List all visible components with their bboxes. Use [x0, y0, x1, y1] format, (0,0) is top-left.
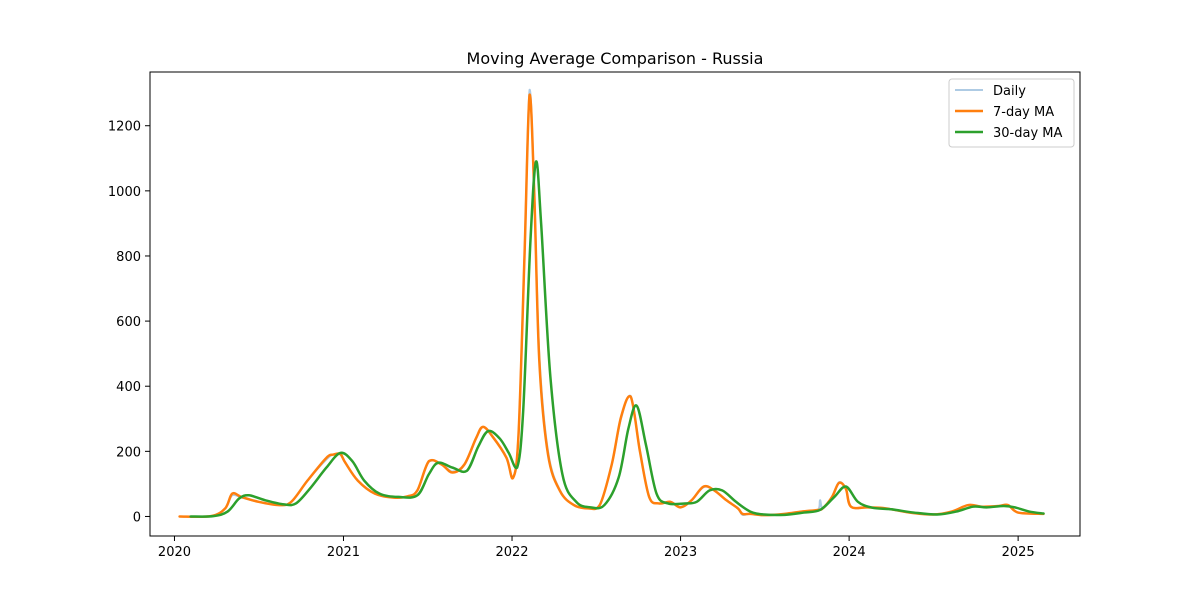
- x-tick-label: 2021: [327, 545, 360, 560]
- x-tick-label: 2024: [833, 545, 866, 560]
- y-tick-label: 1200: [108, 120, 141, 135]
- x-tick-label: 2025: [1002, 545, 1035, 560]
- plot-frame: [149, 71, 1081, 537]
- y-tick-label: 0: [133, 510, 141, 525]
- chart-title: Moving Average Comparison - Russia: [467, 49, 764, 68]
- x-tick-label: 2020: [158, 545, 191, 560]
- legend: Daily 7-day MA 30-day MA: [948, 78, 1075, 148]
- series-line-30-day-ma: [189, 160, 1045, 518]
- legend-box: [948, 78, 1075, 148]
- legend-label-7-day-ma: 7-day MA: [993, 105, 1054, 120]
- x-tick-label: 2023: [664, 545, 697, 560]
- y-tick-label: 400: [116, 380, 141, 395]
- y-tick-label: 800: [116, 250, 141, 265]
- y-tick-label: 600: [116, 315, 141, 330]
- legend-label-daily: Daily: [993, 84, 1026, 99]
- legend-label-30-day-ma: 30-day MA: [993, 126, 1062, 141]
- y-tick-label: 1000: [108, 185, 141, 200]
- series-layer: [178, 88, 1045, 519]
- x-tick-label: 2022: [495, 545, 528, 560]
- axis-layer: 2020 2021 2022 2023 2024 2025 0 200 400 600 800 100…: [108, 120, 1035, 560]
- y-tick-label: 200: [116, 445, 141, 460]
